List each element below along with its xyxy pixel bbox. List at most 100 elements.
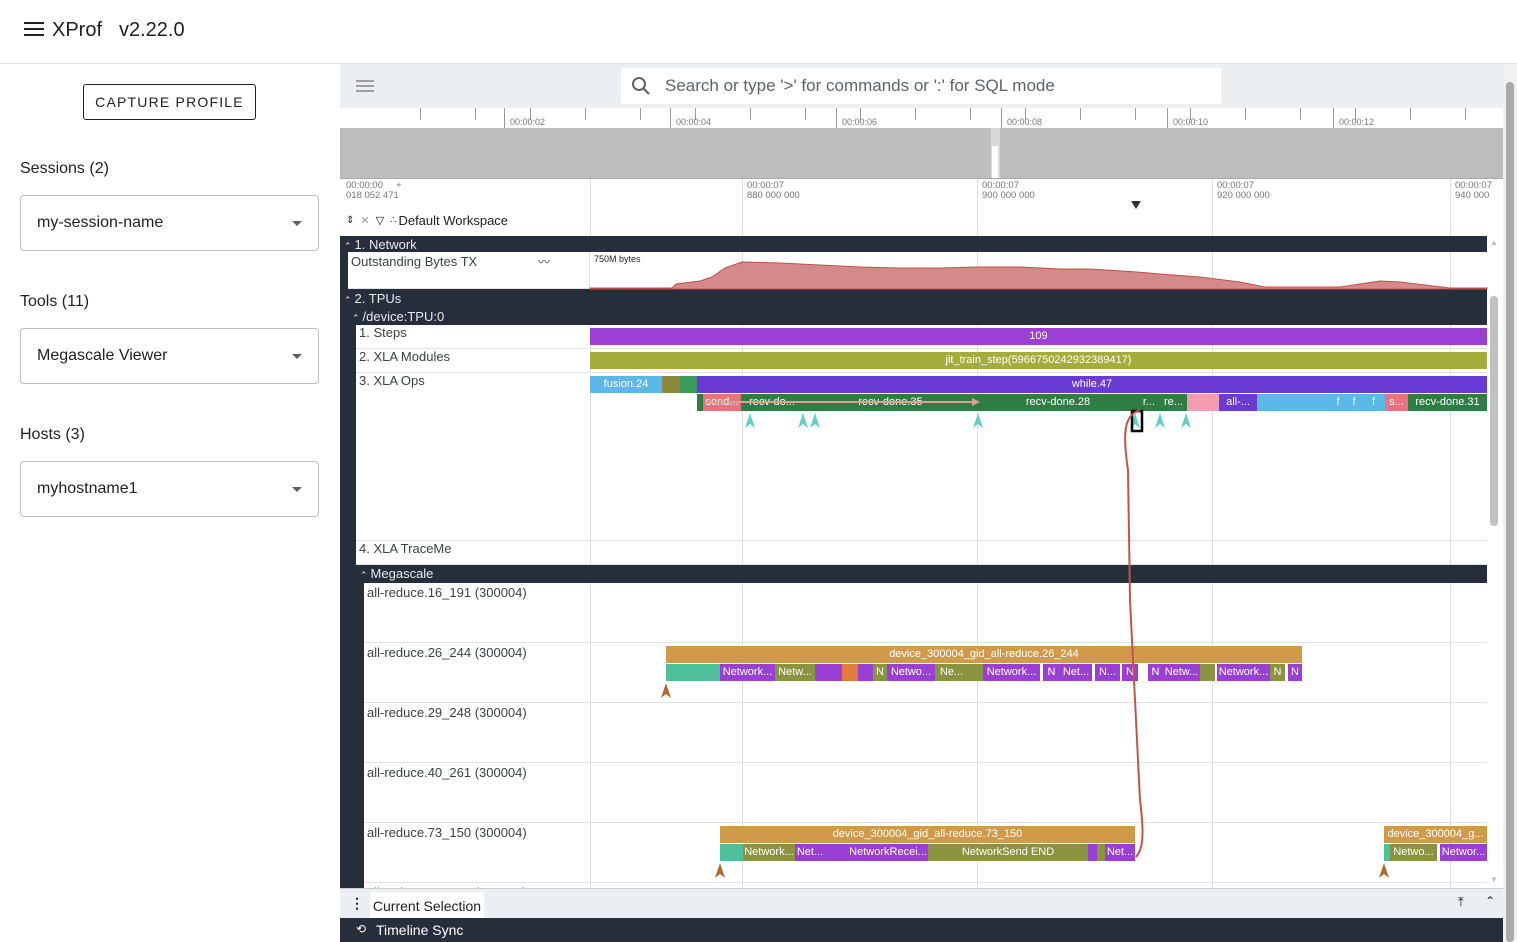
- megascale-sub-slice[interactable]: [968, 664, 983, 681]
- xla-op-slice[interactable]: all-...: [1219, 394, 1257, 411]
- megascale-sub-slice[interactable]: [825, 844, 848, 861]
- step-slice[interactable]: 109: [590, 328, 1487, 345]
- track-scrollbar-thumb[interactable]: [1490, 296, 1498, 526]
- tab-current-selection[interactable]: Current Selection: [370, 892, 484, 919]
- xla-op-slice[interactable]: recv-do...: [741, 394, 803, 411]
- xla-op-slice[interactable]: [697, 394, 703, 411]
- megascale-sub-slice[interactable]: Net...: [1060, 664, 1092, 681]
- megascale-sub-slice[interactable]: Net...: [795, 844, 825, 861]
- xla-op-slice[interactable]: recv-done.31: [1408, 394, 1487, 411]
- grid-line: [977, 325, 978, 565]
- track-scroll-down-icon[interactable]: ▼: [1490, 875, 1498, 884]
- track-scroll-up-icon[interactable]: ▲: [1490, 238, 1498, 247]
- tool-value: Megascale Viewer: [37, 347, 168, 364]
- megascale-sub-slice[interactable]: N: [1270, 664, 1285, 681]
- xla-op-slice[interactable]: [1187, 394, 1219, 411]
- xla-op-slice[interactable]: s...: [1385, 394, 1408, 411]
- xla-op-slice[interactable]: send...: [703, 394, 741, 411]
- megascale-sub-slice[interactable]: N: [873, 664, 887, 681]
- megascale-slice[interactable]: device_300004_gid_all-reduce.26_244: [666, 646, 1302, 663]
- megascale-sub-slice[interactable]: [720, 844, 743, 861]
- page-scrollbar[interactable]: [1503, 64, 1517, 942]
- megascale-sub-slice[interactable]: [842, 664, 858, 681]
- megascale-sub-slice[interactable]: Net...: [1105, 844, 1135, 861]
- ruler-tick: [420, 108, 421, 120]
- cursor-marker-icon[interactable]: [1131, 201, 1141, 209]
- group-megascale-label: Megascale: [370, 566, 434, 581]
- megascale-sub-slice[interactable]: [666, 664, 720, 681]
- workspace-name[interactable]: Default Workspace: [398, 213, 509, 228]
- megascale-sub-slice[interactable]: [1200, 664, 1215, 681]
- pin-top-icon[interactable]: ⤒: [1458, 894, 1464, 909]
- xla-op-slice[interactable]: recv-done.35: [803, 394, 978, 411]
- expand-panel-icon[interactable]: ⌃: [1485, 894, 1496, 908]
- megascale-sub-slice[interactable]: Network...: [720, 664, 775, 681]
- megascale-sub-slice[interactable]: N: [1122, 664, 1138, 681]
- megascale-sub-slice[interactable]: NetworkRecei...: [848, 844, 928, 861]
- scrollbar-thumb[interactable]: [1506, 82, 1514, 942]
- collapse-all-icon[interactable]: ⇕: [346, 215, 355, 226]
- megascale-sub-slice[interactable]: N: [1043, 664, 1060, 681]
- grid-line: [1450, 252, 1451, 289]
- megascale-sub-slice[interactable]: N: [1288, 664, 1302, 681]
- xla-op-slice[interactable]: f: [1362, 394, 1385, 411]
- xla-op-slice[interactable]: [662, 376, 680, 393]
- megascale-sub-slice[interactable]: Netw...: [1163, 664, 1200, 681]
- xla-op-slice[interactable]: r...: [1138, 394, 1160, 411]
- ruler-tick: [1355, 108, 1356, 120]
- megascale-sub-slice[interactable]: N...: [1095, 664, 1120, 681]
- tool-select[interactable]: Megascale Viewer: [20, 328, 319, 384]
- more-options-icon[interactable]: ⋮: [350, 895, 364, 911]
- megascale-sub-slice[interactable]: Netw...: [775, 664, 815, 681]
- axis-offset-label: 00:00:00 + 018 052 471: [346, 180, 402, 201]
- overview-window-handle[interactable]: [992, 146, 998, 178]
- megascale-sub-slice[interactable]: [858, 664, 873, 681]
- xla-op-slice[interactable]: while.47: [697, 376, 1487, 393]
- xla-op-slice[interactable]: [680, 376, 697, 393]
- megascale-slice[interactable]: device_300004_gid_all-reduce.73_150: [720, 826, 1135, 843]
- hamburger-icon[interactable]: [24, 22, 44, 38]
- unpin-icon[interactable]: ✕: [360, 215, 370, 227]
- xla-op-slice[interactable]: f: [1330, 394, 1346, 411]
- megascale-sub-slice[interactable]: Ne...: [935, 664, 968, 681]
- xla-op-slice[interactable]: recv-done.28: [978, 394, 1138, 411]
- filter-icon[interactable]: ▽: [375, 215, 385, 227]
- xla-op-slice[interactable]: fusion.24: [590, 376, 662, 393]
- megascale-sub-slice[interactable]: Netwo...: [1390, 844, 1437, 861]
- xla-op-slice[interactable]: [1257, 394, 1330, 411]
- megascale-sub-slice[interactable]: N: [1148, 664, 1163, 681]
- megascale-sub-slice[interactable]: Netwo...: [887, 664, 935, 681]
- megascale-slice[interactable]: device_300004_g...: [1384, 826, 1487, 843]
- megascale-sub-slice[interactable]: NetworkSend END: [928, 844, 1088, 861]
- overview-timeline[interactable]: [340, 128, 1503, 178]
- timeline-sync-label[interactable]: Timeline Sync: [376, 922, 464, 938]
- group-megascale[interactable]: ⌃ Megascale: [360, 566, 434, 581]
- session-select[interactable]: my-session-name: [20, 195, 319, 251]
- counter-chart-icon[interactable]: 〰: [538, 255, 551, 269]
- omnibox-search[interactable]: Search or type '>' for commands or ':' f…: [621, 68, 1221, 104]
- megascale-sub-slice[interactable]: [1384, 844, 1390, 861]
- megascale-sub-slice[interactable]: Network...: [983, 664, 1040, 681]
- xla-op-slice[interactable]: re...: [1160, 394, 1187, 411]
- megascale-sub-slice[interactable]: Network...: [1217, 664, 1270, 681]
- megascale-sub-slice[interactable]: [1097, 844, 1105, 861]
- sidebar-toggle-icon[interactable]: [356, 80, 374, 95]
- megascale-row-name: all-reduce.40_261 (300004): [367, 765, 527, 780]
- megascale-sub-slice[interactable]: [815, 664, 842, 681]
- grid-line: [590, 325, 591, 565]
- ruler-tick: [1245, 108, 1246, 120]
- xla-op-slice[interactable]: f: [1346, 394, 1362, 411]
- megascale-sub-slice[interactable]: Networ...: [1440, 844, 1487, 861]
- group-network[interactable]: ⌃ 1. Network: [344, 237, 417, 252]
- ruler-label: 00:00:12: [1339, 117, 1375, 127]
- ruler-tick: [1135, 108, 1136, 120]
- host-select[interactable]: myhostname1: [20, 461, 319, 517]
- megascale-sub-slice[interactable]: Network...: [743, 844, 795, 861]
- megascale-row: all-reduce.74_088 (300004): [364, 883, 1487, 888]
- group-tpus[interactable]: ⌃ 2. TPUs: [344, 291, 402, 306]
- group-device[interactable]: ⌃/device:TPU:0: [352, 309, 445, 324]
- module-slice[interactable]: jit_train_step(5966750242932389417): [590, 352, 1487, 369]
- megascale-sub-slice[interactable]: [1088, 844, 1097, 861]
- ruler-tick: [1465, 108, 1466, 120]
- capture-profile-button[interactable]: CAPTURE PROFILE: [83, 84, 256, 120]
